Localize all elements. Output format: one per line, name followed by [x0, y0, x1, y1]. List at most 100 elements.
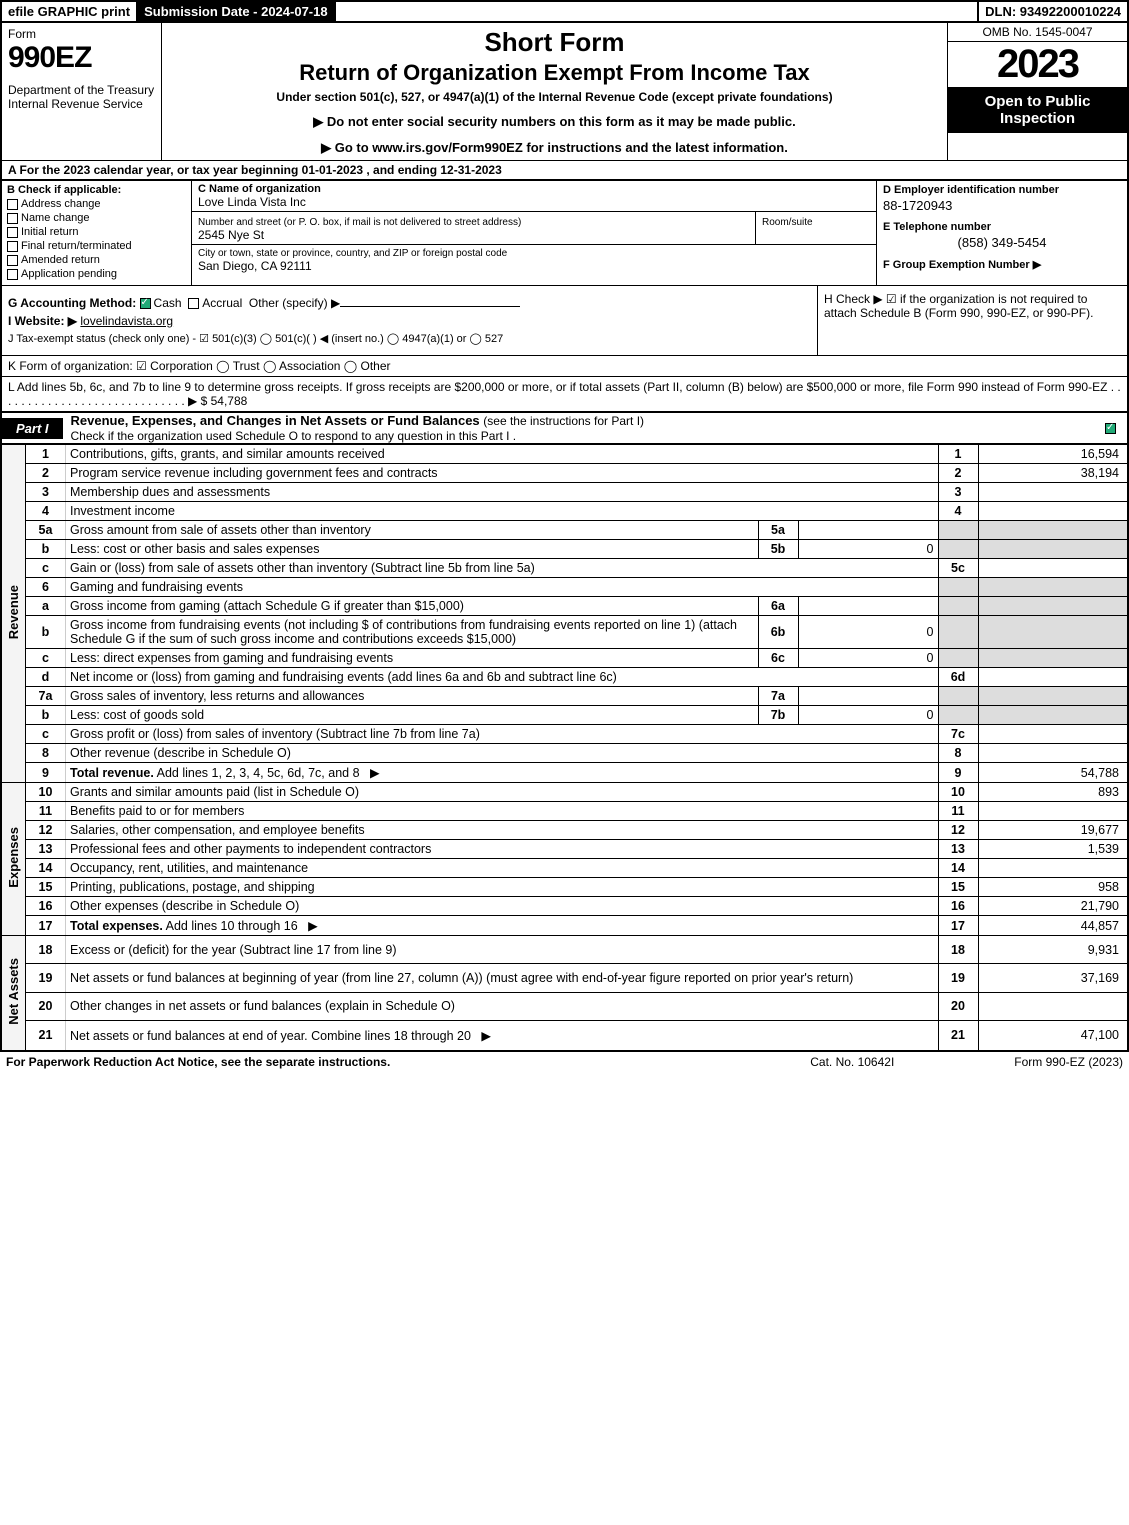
table-row: Expenses10Grants and similar amounts pai…: [1, 783, 1128, 802]
table-row: 15Printing, publications, postage, and s…: [1, 878, 1128, 897]
goto-link[interactable]: ▶ Go to www.irs.gov/Form990EZ for instru…: [172, 140, 937, 156]
street-label: Number and street (or P. O. box, if mail…: [198, 217, 521, 228]
tel-label: E Telephone number: [883, 221, 1121, 233]
box-label: 15: [938, 878, 978, 897]
table-row: aGross income from gaming (attach Schedu…: [1, 597, 1128, 616]
line-number: 3: [26, 483, 66, 502]
box-value: 47,100: [978, 1020, 1128, 1050]
table-row: cLess: direct expenses from gaming and f…: [1, 649, 1128, 668]
chk-cash[interactable]: [140, 298, 151, 309]
table-row: 17Total expenses. Add lines 10 through 1…: [1, 916, 1128, 936]
box-value: 21,790: [978, 897, 1128, 916]
return-title: Return of Organization Exempt From Incom…: [172, 60, 937, 86]
box-value: [978, 559, 1128, 578]
line-desc: Less: cost or other basis and sales expe…: [66, 540, 759, 559]
city-label: City or town, state or province, country…: [198, 248, 507, 259]
chk-address-change[interactable]: Address change: [7, 198, 186, 210]
chk-accrual[interactable]: [188, 298, 199, 309]
box-value: 958: [978, 878, 1128, 897]
line-number: b: [26, 540, 66, 559]
sub-line-value: [798, 597, 938, 616]
sub-line-label: 6a: [758, 597, 798, 616]
line-desc: Benefits paid to or for members: [66, 802, 939, 821]
chk-amended-return[interactable]: Amended return: [7, 254, 186, 266]
form-title-block: Short Form Return of Organization Exempt…: [162, 23, 947, 160]
sub-line-label: 5a: [758, 521, 798, 540]
line-desc: Gross income from fundraising events (no…: [66, 616, 759, 649]
line-desc: Other changes in net assets or fund bala…: [66, 992, 939, 1020]
line-number: 17: [26, 916, 66, 936]
ein-label: D Employer identification number: [883, 184, 1121, 196]
table-row: 8Other revenue (describe in Schedule O)8: [1, 744, 1128, 763]
section-side-label: Expenses: [1, 783, 26, 936]
omb-number: OMB No. 1545-0047: [948, 23, 1127, 42]
line-desc: Gross income from gaming (attach Schedul…: [66, 597, 759, 616]
website-link[interactable]: lovelindavista.org: [80, 314, 173, 328]
box-value: [978, 483, 1128, 502]
line-desc: Less: direct expenses from gaming and fu…: [66, 649, 759, 668]
table-row: 11Benefits paid to or for members11: [1, 802, 1128, 821]
box-label: 6d: [938, 668, 978, 687]
room-label: Room/suite: [762, 217, 813, 228]
section-side-label: Revenue: [1, 445, 26, 783]
sub-line-label: 7a: [758, 687, 798, 706]
table-row: 14Occupancy, rent, utilities, and mainte…: [1, 859, 1128, 878]
form-id-block: Form 990EZ Department of the Treasury In…: [2, 23, 162, 160]
line-desc: Gross amount from sale of assets other t…: [66, 521, 759, 540]
part-1-tab: Part I: [2, 418, 63, 439]
table-row: 7aGross sales of inventory, less returns…: [1, 687, 1128, 706]
table-row: 5aGross amount from sale of assets other…: [1, 521, 1128, 540]
line-number: 7a: [26, 687, 66, 706]
line-desc: Gross profit or (loss) from sales of inv…: [66, 725, 939, 744]
sub-line-value: 0: [798, 706, 938, 725]
line-number: 15: [26, 878, 66, 897]
chk-application-pending[interactable]: Application pending: [7, 268, 186, 280]
box-value: 38,194: [978, 464, 1128, 483]
line-number: 6: [26, 578, 66, 597]
table-row: 12Salaries, other compensation, and empl…: [1, 821, 1128, 840]
line-number: 4: [26, 502, 66, 521]
line-number: 21: [26, 1020, 66, 1050]
no-ssn-note: ▶ Do not enter social security numbers o…: [172, 114, 937, 130]
chk-initial-return[interactable]: Initial return: [7, 226, 186, 238]
box-label: 4: [938, 502, 978, 521]
table-row: bLess: cost of goods sold7b0: [1, 706, 1128, 725]
sub-line-label: 5b: [758, 540, 798, 559]
line-desc: Contributions, gifts, grants, and simila…: [66, 445, 939, 464]
line-desc: Printing, publications, postage, and shi…: [66, 878, 939, 897]
line-desc: Program service revenue including govern…: [66, 464, 939, 483]
line-desc: Salaries, other compensation, and employ…: [66, 821, 939, 840]
box-value: [978, 744, 1128, 763]
chk-schedule-o[interactable]: [1105, 423, 1116, 434]
dln-label: DLN: 93492200010224: [977, 2, 1127, 21]
section-c-org: C Name of organization Love Linda Vista …: [192, 181, 877, 285]
line-desc: Total revenue. Add lines 1, 2, 3, 4, 5c,…: [66, 763, 939, 783]
part-1-subtitle: (see the instructions for Part I): [483, 414, 644, 428]
line-desc: Net assets or fund balances at beginning…: [66, 964, 939, 992]
line-number: 2: [26, 464, 66, 483]
line-number: d: [26, 668, 66, 687]
box-value: 19,677: [978, 821, 1128, 840]
section-l-gross-receipts: L Add lines 5b, 6c, and 7b to line 9 to …: [2, 377, 1127, 412]
line-desc: Gaming and fundraising events: [66, 578, 939, 597]
line-desc: Grants and similar amounts paid (list in…: [66, 783, 939, 802]
footer-form: Form 990-EZ (2023): [1014, 1055, 1123, 1069]
table-row: bLess: cost or other basis and sales exp…: [1, 540, 1128, 559]
chk-final-return[interactable]: Final return/terminated: [7, 240, 186, 252]
line-number: 5a: [26, 521, 66, 540]
info-block: B Check if applicable: Address change Na…: [0, 181, 1129, 286]
line-desc: Net income or (loss) from gaming and fun…: [66, 668, 939, 687]
section-b-checkboxes: B Check if applicable: Address change Na…: [2, 181, 192, 285]
chk-name-change[interactable]: Name change: [7, 212, 186, 224]
box-label: 1: [938, 445, 978, 464]
efile-label[interactable]: efile GRAPHIC print: [2, 2, 138, 21]
section-i-website: I Website: ▶ lovelindavista.org: [8, 314, 811, 328]
line-number: 11: [26, 802, 66, 821]
section-kl: K Form of organization: ☑ Corporation ◯ …: [0, 356, 1129, 412]
table-row: 21Net assets or fund balances at end of …: [1, 1020, 1128, 1050]
top-bar: efile GRAPHIC print Submission Date - 20…: [0, 0, 1129, 23]
line-number: 10: [26, 783, 66, 802]
box-label: 21: [938, 1020, 978, 1050]
box-label: 16: [938, 897, 978, 916]
section-gh: G Accounting Method: Cash Accrual Other …: [0, 286, 1129, 356]
